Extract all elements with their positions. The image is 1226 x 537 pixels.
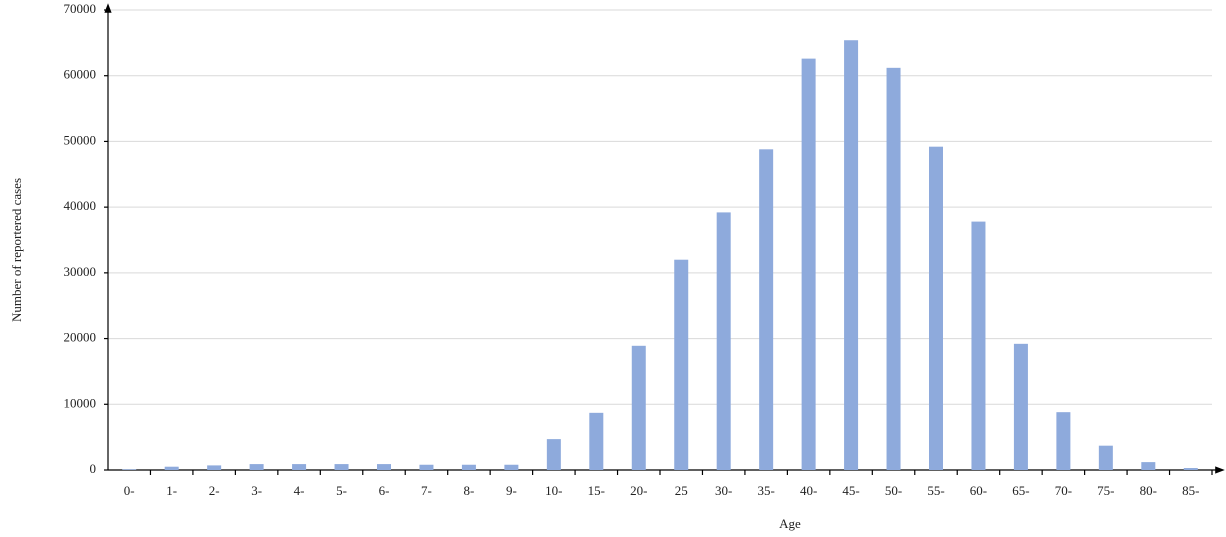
x-tick-label: 9- bbox=[506, 483, 517, 498]
x-tick-label: 4- bbox=[294, 483, 305, 498]
x-tick-label: 10- bbox=[545, 483, 562, 498]
bar bbox=[292, 464, 307, 470]
bar bbox=[844, 40, 859, 470]
y-tick-label: 70000 bbox=[64, 1, 97, 16]
y-tick-label: 50000 bbox=[64, 132, 97, 147]
x-tick-label: 25 bbox=[675, 483, 688, 498]
x-tick-label: 0- bbox=[124, 483, 135, 498]
bar bbox=[1056, 412, 1071, 470]
x-tick-label: 3- bbox=[251, 483, 262, 498]
x-tick-label: 50- bbox=[885, 483, 902, 498]
x-tick-label: 7- bbox=[421, 483, 432, 498]
bar bbox=[334, 464, 349, 470]
x-tick-label: 85- bbox=[1182, 483, 1199, 498]
x-tick-label: 40- bbox=[800, 483, 817, 498]
bar bbox=[929, 146, 943, 470]
bar bbox=[1183, 468, 1198, 470]
bar bbox=[631, 345, 646, 470]
x-tick-label: 2- bbox=[209, 483, 220, 498]
x-tick-label: 60- bbox=[970, 483, 987, 498]
x-tick-label: 75- bbox=[1097, 483, 1114, 498]
bar bbox=[419, 464, 434, 470]
x-tick-label: 15- bbox=[588, 483, 605, 498]
bar bbox=[674, 259, 689, 470]
bar bbox=[589, 412, 604, 470]
x-tick-label: 6- bbox=[379, 483, 390, 498]
x-tick-label: 8- bbox=[464, 483, 475, 498]
y-axis-label: Number of reportered cases bbox=[9, 178, 24, 322]
bar bbox=[1098, 445, 1113, 470]
y-tick-label: 60000 bbox=[64, 67, 97, 82]
bar bbox=[164, 466, 179, 470]
bar bbox=[546, 439, 561, 470]
y-tick-label: 10000 bbox=[64, 395, 97, 410]
y-tick-label: 40000 bbox=[64, 198, 97, 213]
bar bbox=[716, 212, 731, 470]
x-tick-label: 70- bbox=[1055, 483, 1072, 498]
y-tick-label: 30000 bbox=[64, 264, 97, 279]
x-tick-label: 65- bbox=[1012, 483, 1029, 498]
x-tick-label: 5- bbox=[336, 483, 347, 498]
y-tick-label: 0 bbox=[90, 461, 97, 476]
bar bbox=[759, 149, 774, 471]
bar bbox=[377, 464, 391, 470]
bar bbox=[249, 464, 264, 470]
bar bbox=[801, 58, 816, 470]
x-tick-label: 20- bbox=[630, 483, 647, 498]
x-tick-label: 45- bbox=[842, 483, 859, 498]
bar bbox=[122, 469, 137, 470]
bar bbox=[207, 465, 222, 470]
bar bbox=[971, 221, 986, 470]
bar bbox=[886, 67, 901, 470]
bar bbox=[1141, 462, 1156, 470]
x-tick-label: 55- bbox=[927, 483, 944, 498]
bar bbox=[461, 464, 476, 470]
x-tick-label: 30- bbox=[715, 483, 732, 498]
x-tick-label: 80- bbox=[1140, 483, 1157, 498]
y-tick-label: 20000 bbox=[64, 330, 97, 345]
bar bbox=[504, 464, 519, 470]
x-tick-label: 35- bbox=[757, 483, 774, 498]
bar bbox=[1013, 343, 1028, 470]
x-tick-label: 1- bbox=[166, 483, 177, 498]
x-axis-label: Age bbox=[779, 516, 801, 531]
